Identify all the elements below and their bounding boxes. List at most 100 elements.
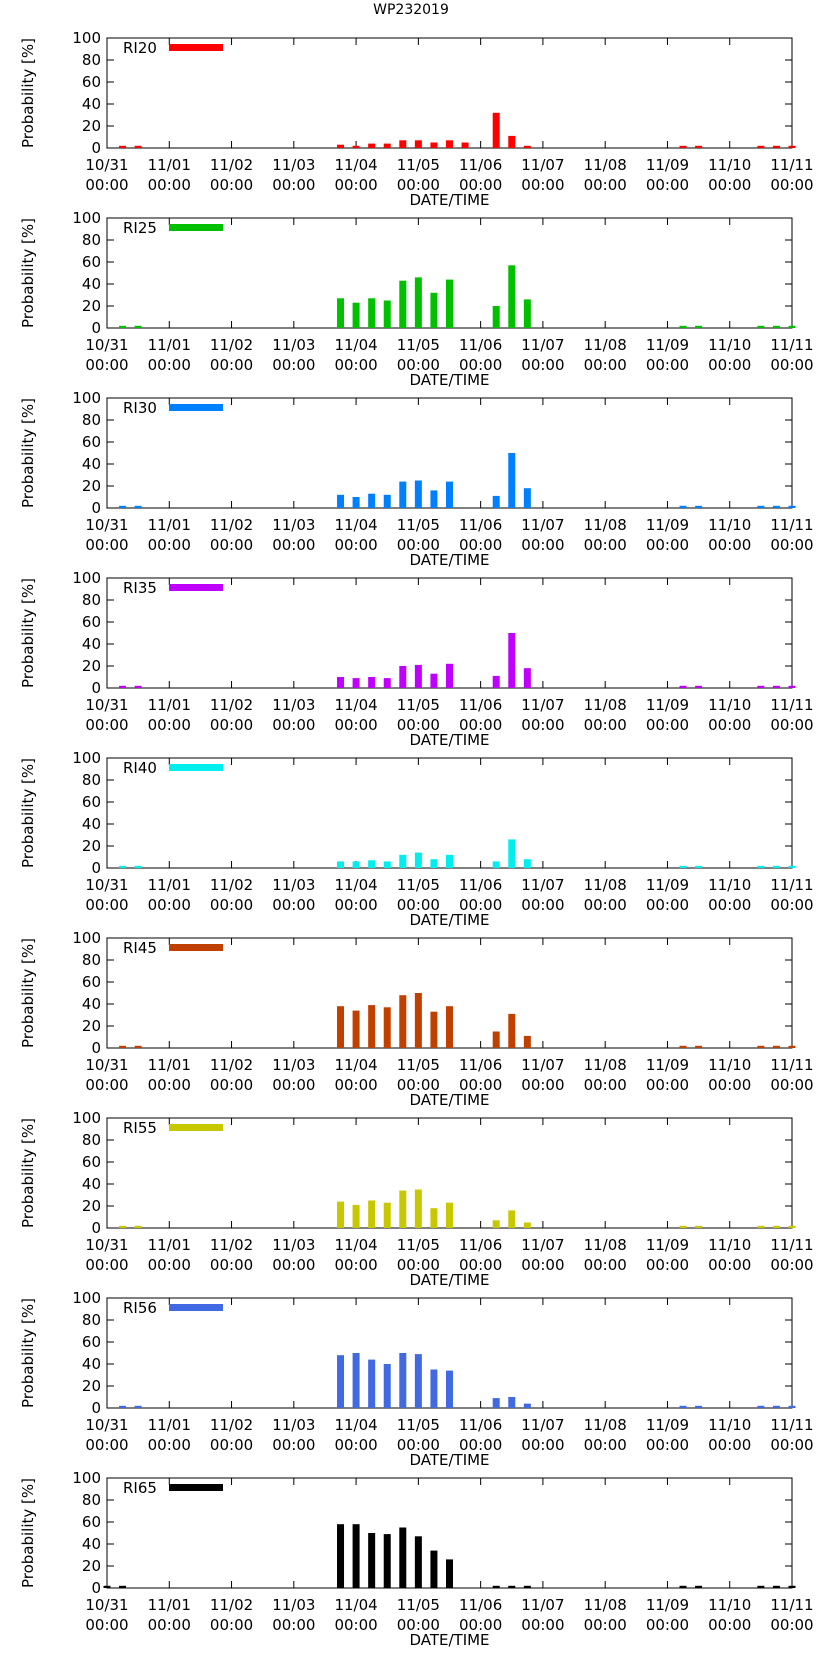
x-tick-label-time: 00:00: [584, 536, 627, 554]
bar: [337, 677, 345, 688]
bar: [337, 144, 345, 148]
y-axis-label: Probability [%]: [19, 1478, 37, 1588]
legend-swatch: [169, 764, 223, 771]
x-tick-label-time: 00:00: [397, 1076, 440, 1094]
bar: [368, 1359, 376, 1408]
legend-swatch: [169, 44, 223, 51]
bar: [414, 480, 422, 508]
y-tick-label: 0: [91, 1219, 101, 1237]
x-tick-label-date: 11/06: [459, 876, 502, 894]
bar: [772, 1585, 780, 1588]
x-tick-label-time: 00:00: [210, 896, 253, 914]
x-tick-label-date: 11/02: [210, 696, 253, 714]
bar: [352, 497, 360, 508]
x-tick-label-date: 11/02: [210, 876, 253, 894]
x-tick-label-date: 11/08: [584, 1416, 627, 1434]
bar: [399, 666, 407, 688]
bar: [523, 299, 531, 328]
y-tick-label: 60: [82, 73, 101, 91]
y-tick-label: 100: [72, 29, 101, 47]
x-tick-label-time: 00:00: [148, 1256, 191, 1274]
y-tick-label: 0: [91, 499, 101, 517]
x-tick-label-time: 00:00: [770, 1616, 813, 1634]
x-tick-label-time: 00:00: [334, 536, 377, 554]
x-tick-label-time: 00:00: [521, 1616, 564, 1634]
legend-swatch: [169, 584, 223, 591]
bar: [508, 265, 516, 328]
bar: [352, 1353, 360, 1408]
bar: [772, 1405, 780, 1408]
bar: [446, 1202, 453, 1228]
x-tick-label-date: 11/05: [397, 156, 440, 174]
bar: [134, 1225, 142, 1228]
y-tick-label: 60: [82, 1153, 101, 1171]
bar: [695, 325, 703, 328]
x-tick-label-time: 00:00: [210, 1436, 253, 1454]
y-tick-label: 100: [72, 1469, 101, 1487]
x-tick-label-time: 00:00: [334, 1616, 377, 1634]
bar: [399, 995, 407, 1048]
x-tick-label-date: 11/04: [334, 1596, 377, 1614]
x-tick-label-time: 00:00: [272, 536, 315, 554]
bar: [383, 1364, 391, 1408]
legend-label: RI20: [123, 39, 157, 57]
bar: [695, 1585, 703, 1588]
legend-swatch: [169, 1304, 223, 1311]
legend-swatch: [169, 1484, 223, 1491]
bar: [352, 1204, 360, 1228]
x-tick-label-date: 11/03: [272, 1596, 315, 1614]
bar: [119, 1585, 127, 1588]
x-tick-label-time: 00:00: [459, 1256, 502, 1274]
bar: [352, 1010, 360, 1048]
bar: [679, 325, 687, 328]
x-axis-label: DATE/TIME: [409, 911, 489, 929]
x-tick-label-date: 11/01: [148, 156, 191, 174]
y-axis-label: Probability [%]: [19, 578, 37, 688]
y-tick-label: 0: [91, 679, 101, 697]
x-tick-label-date: 11/11: [770, 876, 813, 894]
bar: [134, 865, 142, 868]
bar: [446, 1006, 453, 1048]
bar: [337, 1006, 345, 1048]
x-tick-label-time: 00:00: [272, 1436, 315, 1454]
y-tick-label: 80: [82, 1311, 101, 1329]
bar: [134, 145, 142, 148]
x-tick-label-time: 00:00: [521, 716, 564, 734]
bar: [772, 685, 780, 688]
x-tick-label-time: 00:00: [210, 536, 253, 554]
y-tick-label: 80: [82, 411, 101, 429]
x-tick-label-date: 11/11: [770, 156, 813, 174]
x-tick-label-date: 11/03: [272, 1056, 315, 1074]
x-axis-label: DATE/TIME: [409, 1271, 489, 1289]
x-tick-label-date: 11/05: [397, 696, 440, 714]
bar: [508, 1210, 516, 1228]
bar: [757, 1405, 765, 1408]
bar: [492, 1031, 500, 1048]
bar: [134, 1045, 142, 1048]
bar: [399, 140, 407, 148]
bar: [757, 1045, 765, 1048]
x-tick-label-date: 11/04: [334, 1416, 377, 1434]
bar: [695, 685, 703, 688]
legend-label: RI55: [123, 1119, 157, 1137]
x-tick-label-time: 00:00: [272, 896, 315, 914]
x-tick-label-time: 00:00: [770, 716, 813, 734]
bar: [695, 505, 703, 508]
bar: [508, 1013, 516, 1048]
x-tick-label-date: 10/31: [85, 1416, 128, 1434]
legend-label: RI30: [123, 399, 157, 417]
y-tick-label: 20: [82, 477, 101, 495]
x-tick-label-date: 11/08: [584, 1596, 627, 1614]
y-tick-label: 40: [82, 815, 101, 833]
x-tick-label-date: 11/09: [646, 1056, 689, 1074]
x-tick-label-time: 00:00: [334, 896, 377, 914]
bar: [383, 1534, 391, 1588]
x-tick-label-date: 11/06: [459, 1056, 502, 1074]
x-tick-label-time: 00:00: [210, 176, 253, 194]
bar: [337, 298, 345, 328]
x-tick-label-date: 11/03: [272, 516, 315, 534]
plot-frame: [106, 37, 793, 149]
bar: [430, 292, 438, 328]
x-tick-label-time: 00:00: [334, 176, 377, 194]
x-tick-label-date: 11/05: [397, 1596, 440, 1614]
